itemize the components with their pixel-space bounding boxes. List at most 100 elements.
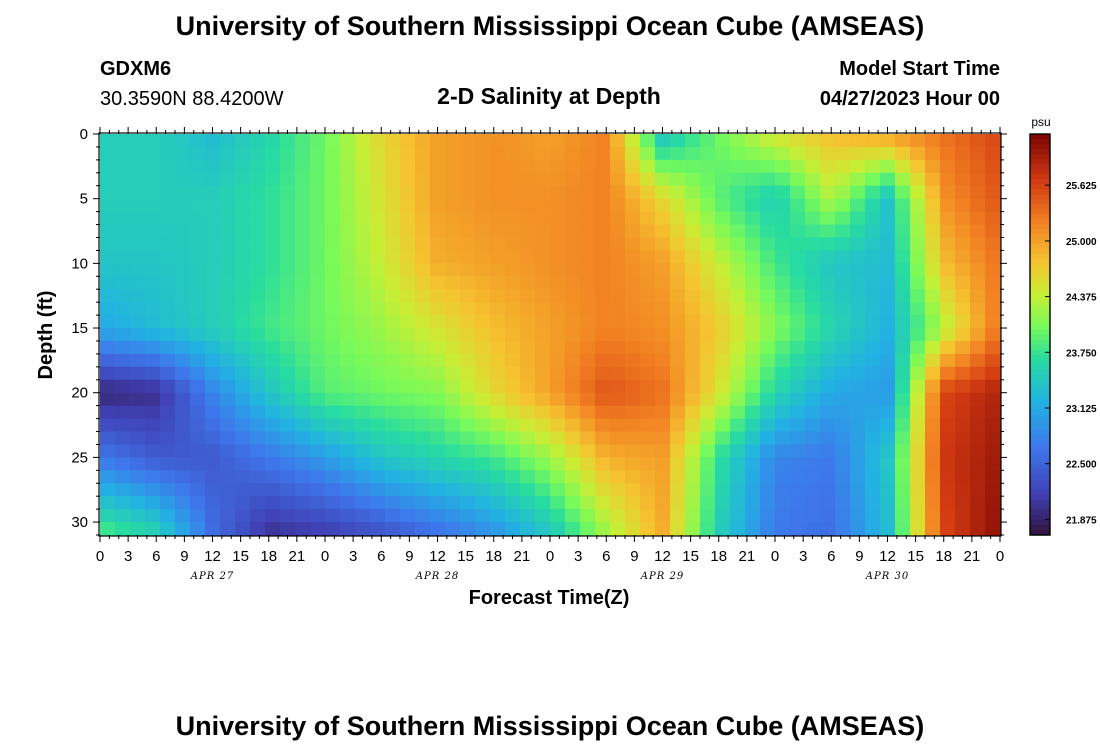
heatmap-cell [175, 211, 191, 226]
heatmap-cell [775, 444, 791, 458]
heatmap-cell [865, 224, 881, 239]
heatmap-cell [685, 457, 701, 471]
heatmap-cell [595, 224, 611, 239]
heatmap-cell [655, 366, 671, 381]
heatmap-cell [415, 315, 431, 329]
heatmap-cell [880, 418, 896, 433]
y-axis-label: Depth (ft) [35, 291, 57, 380]
heatmap-cell [850, 289, 866, 303]
heatmap-cell [325, 224, 341, 239]
heatmap-cell [445, 470, 461, 484]
heatmap-cell [640, 340, 656, 355]
heatmap-cell [370, 392, 386, 407]
heatmap-cell [580, 198, 596, 213]
heatmap-cell [460, 457, 476, 471]
heatmap-cell [280, 392, 296, 407]
heatmap-cell [610, 457, 626, 471]
heatmap-cell [295, 470, 311, 484]
heatmap-cell [745, 522, 761, 536]
x-tick-label: 3 [799, 548, 807, 565]
heatmap-cell [535, 289, 551, 303]
heatmap-cell [565, 211, 581, 226]
heatmap-cell [730, 263, 746, 277]
heatmap-cell [250, 431, 266, 446]
x-tick-label: 21 [289, 548, 306, 565]
heatmap-cell [955, 431, 971, 446]
heatmap-cell [865, 483, 881, 497]
heatmap-cell [250, 405, 266, 420]
heatmap-cell [640, 353, 656, 368]
heatmap-cell [760, 211, 776, 226]
heatmap-cell [370, 340, 386, 355]
colorbar-segment [1030, 454, 1050, 461]
heatmap-cell [235, 211, 251, 226]
heatmap-cell [190, 522, 206, 536]
heatmap-cell [565, 379, 581, 394]
colorbar-segment [1030, 319, 1050, 326]
heatmap-cell [550, 224, 566, 239]
heatmap-cell [460, 172, 476, 187]
heatmap-cell [820, 444, 836, 458]
heatmap-cell [385, 522, 401, 536]
heatmap-cell [445, 496, 461, 510]
heatmap-cell [100, 250, 116, 264]
heatmap-cell [235, 134, 251, 148]
heatmap-cell [235, 237, 251, 252]
heatmap-cell [820, 289, 836, 303]
heatmap-cell [490, 198, 506, 213]
colorbar-segment [1030, 219, 1050, 225]
heatmap-cell [310, 366, 326, 381]
heatmap-cell [505, 405, 521, 420]
heatmap-cell [115, 224, 131, 239]
heatmap-cell [340, 289, 356, 303]
heatmap-cell [490, 159, 506, 174]
heatmap-cell [115, 146, 131, 161]
heatmap-cell [655, 237, 671, 252]
heatmap-cell [790, 263, 806, 277]
heatmap-cell [250, 134, 266, 148]
heatmap-cell [835, 185, 851, 200]
heatmap-cell [865, 237, 881, 252]
heatmap-cell [505, 172, 521, 187]
heatmap-cell [220, 496, 236, 510]
heatmap-cell [355, 146, 371, 161]
heatmap-cell [205, 172, 221, 187]
heatmap-cell [790, 392, 806, 407]
heatmap-cell [175, 483, 191, 497]
heatmap-cell [430, 522, 446, 536]
heatmap-cell [205, 211, 221, 226]
heatmap-cell [115, 328, 131, 342]
heatmap-cell [655, 340, 671, 355]
heatmap-cell [355, 134, 371, 148]
heatmap-cell [175, 263, 191, 277]
heatmap-cell [490, 328, 506, 342]
heatmap-cell [640, 159, 656, 174]
heatmap-cell [310, 146, 326, 161]
heatmap-cell [685, 470, 701, 484]
heatmap-cell [970, 496, 986, 510]
heatmap-cell [700, 237, 716, 252]
heatmap-cell [925, 340, 941, 355]
heatmap-cell [880, 276, 896, 290]
heatmap-cell [130, 224, 146, 239]
colorbar-segment [1030, 194, 1050, 200]
heatmap-cell [430, 302, 446, 316]
heatmap-cell [595, 172, 611, 187]
heatmap-cell [595, 134, 611, 148]
heatmap-cell [865, 185, 881, 200]
heatmap-cell [910, 444, 926, 458]
heatmap-cell [250, 418, 266, 433]
heatmap-cell [490, 315, 506, 329]
heatmap-cell [130, 392, 146, 407]
heatmap-cell [235, 146, 251, 161]
colorbar-segment [1030, 349, 1050, 356]
heatmap-cell [625, 470, 641, 484]
heatmap-cell [760, 392, 776, 407]
heatmap-cell [475, 302, 491, 316]
heatmap-cell [160, 340, 176, 355]
heatmap-cell [220, 444, 236, 458]
heatmap-cell [610, 172, 626, 187]
heatmap-cell [580, 315, 596, 329]
heatmap-cell [430, 185, 446, 200]
heatmap-cell [985, 405, 1001, 420]
